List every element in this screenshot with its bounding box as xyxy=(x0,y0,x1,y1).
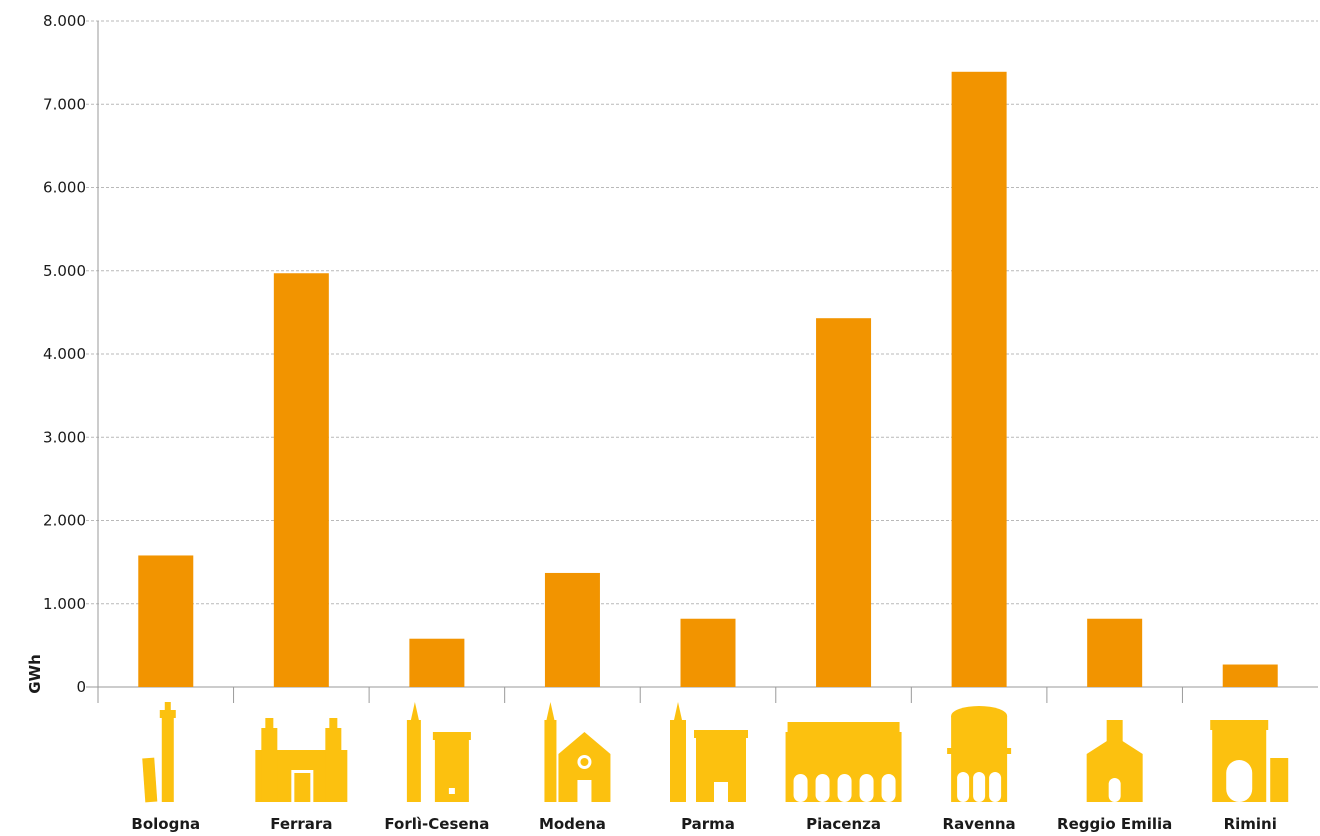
bar-piacenza xyxy=(816,318,872,687)
y-axis-title: GWh xyxy=(26,654,44,694)
bologna-towers-icon xyxy=(142,702,176,803)
y-tick-label: 6.000 xyxy=(43,179,86,197)
y-tick-label: 2.000 xyxy=(43,512,86,530)
ravenna-mausoleum-icon xyxy=(947,706,1012,802)
axes: 0 1.000 2.000 3.000 4.000 5.000 6.000 7.000 8.00… xyxy=(43,12,1318,703)
bar-bologna xyxy=(138,555,194,687)
bar-rimini xyxy=(1222,664,1278,687)
y-tick-label: 3.000 xyxy=(43,428,86,446)
y-tick-label: 1.000 xyxy=(43,595,86,613)
reggio-emilia-church-icon xyxy=(1086,720,1143,802)
bar-reggio-emilia xyxy=(1087,618,1143,687)
category-labels: Bologna Ferrara Forlì-Cesena Modena Parma Pia… xyxy=(131,815,1276,833)
bar-modena xyxy=(544,572,600,687)
bar-ferrara xyxy=(273,273,329,687)
category-label: Rimini xyxy=(1224,815,1277,833)
category-label: Bologna xyxy=(131,815,200,833)
y-tick-label: 5.000 xyxy=(43,262,86,280)
rimini-arch-icon xyxy=(1210,720,1289,802)
category-label: Ferrara xyxy=(270,815,332,833)
bar-parma xyxy=(680,618,736,687)
y-tick-label: 0 xyxy=(76,678,86,696)
category-icons xyxy=(142,702,1289,803)
bar-ravenna xyxy=(951,71,1007,688)
y-tick-label: 4.000 xyxy=(43,345,86,363)
y-tick-label: 7.000 xyxy=(43,95,86,113)
gridlines xyxy=(86,20,1318,605)
bars xyxy=(138,71,1278,688)
ferrara-castle-icon xyxy=(255,718,348,802)
category-label: Modena xyxy=(539,815,606,833)
category-label: Ravenna xyxy=(943,815,1016,833)
forli-cesena-tower-icon xyxy=(406,702,471,802)
piacenza-palazzo-icon xyxy=(785,722,902,802)
category-label: Forlì-Cesena xyxy=(384,815,489,833)
category-label: Reggio Emilia xyxy=(1057,815,1172,833)
category-label: Piacenza xyxy=(806,815,881,833)
bar-forl-cesena xyxy=(409,638,465,687)
parma-baptistery-icon xyxy=(670,702,748,802)
category-label: Parma xyxy=(681,815,735,833)
modena-cathedral-icon xyxy=(544,702,611,802)
y-tick-label: 8.000 xyxy=(43,12,86,30)
